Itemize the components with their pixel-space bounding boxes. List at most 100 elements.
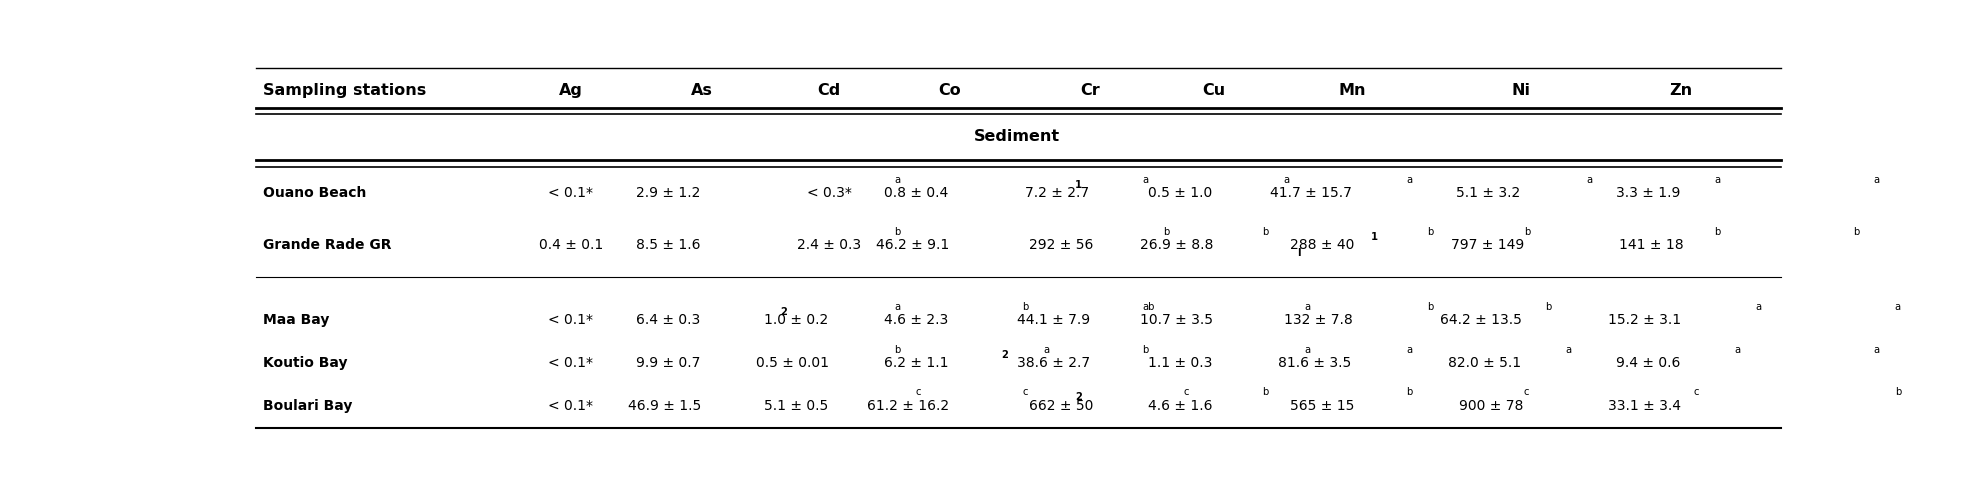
Text: b: b — [1163, 227, 1169, 237]
Text: ab: ab — [1143, 302, 1155, 312]
Text: b: b — [1022, 302, 1028, 312]
Text: 292 ± 56: 292 ± 56 — [1030, 239, 1093, 252]
Text: b: b — [1546, 302, 1551, 312]
Text: b: b — [895, 227, 901, 237]
Text: Maa Bay: Maa Bay — [264, 313, 329, 327]
Text: a: a — [1407, 175, 1413, 185]
Text: 2: 2 — [1002, 350, 1008, 360]
Text: 2.9 ± 1.2: 2.9 ± 1.2 — [637, 186, 700, 200]
Text: Mn: Mn — [1339, 83, 1365, 98]
Text: a: a — [1284, 175, 1290, 185]
Text: c: c — [1184, 387, 1188, 398]
Text: b: b — [1895, 387, 1901, 398]
Text: a: a — [1303, 302, 1311, 312]
Text: a: a — [1143, 175, 1149, 185]
Text: 1: 1 — [1371, 232, 1377, 242]
Text: 900 ± 78: 900 ± 78 — [1460, 399, 1524, 413]
Text: 3.3 ± 1.9: 3.3 ± 1.9 — [1615, 186, 1680, 200]
Text: Ouano Beach: Ouano Beach — [264, 186, 367, 200]
Text: Co: Co — [938, 83, 960, 98]
Text: Grande Rade GR: Grande Rade GR — [264, 239, 393, 252]
Text: Sampling stations: Sampling stations — [264, 83, 427, 98]
Text: a: a — [1587, 175, 1593, 185]
Text: b: b — [1262, 387, 1268, 398]
Text: 2: 2 — [1075, 392, 1081, 402]
Text: a: a — [1044, 345, 1050, 355]
Text: 8.5 ± 1.6: 8.5 ± 1.6 — [637, 239, 700, 252]
Text: 5.1 ± 3.2: 5.1 ± 3.2 — [1456, 186, 1520, 200]
Text: a: a — [1873, 175, 1881, 185]
Text: 1: 1 — [1075, 180, 1083, 190]
Text: a: a — [1407, 345, 1413, 355]
Text: 1.1 ± 0.3: 1.1 ± 0.3 — [1149, 356, 1212, 370]
Text: b: b — [1714, 227, 1720, 237]
Text: 132 ± 7.8: 132 ± 7.8 — [1284, 313, 1353, 327]
Text: 10.7 ± 3.5: 10.7 ± 3.5 — [1141, 313, 1212, 327]
Text: 44.1 ± 7.9: 44.1 ± 7.9 — [1018, 313, 1091, 327]
Text: b: b — [1853, 227, 1859, 237]
Text: 82.0 ± 5.1: 82.0 ± 5.1 — [1448, 356, 1522, 370]
Text: 6.4 ± 0.3: 6.4 ± 0.3 — [637, 313, 700, 327]
Text: b: b — [895, 345, 901, 355]
Text: 26.9 ± 8.8: 26.9 ± 8.8 — [1141, 239, 1214, 252]
Text: b: b — [1426, 227, 1434, 237]
Text: 6.2 ± 1.1: 6.2 ± 1.1 — [883, 356, 948, 370]
Text: Ag: Ag — [559, 83, 583, 98]
Text: Zn: Zn — [1669, 83, 1692, 98]
Text: a: a — [1714, 175, 1720, 185]
Text: 0.5 ± 1.0: 0.5 ± 1.0 — [1149, 186, 1212, 200]
Text: a: a — [895, 175, 901, 185]
Text: Boulari Bay: Boulari Bay — [264, 399, 353, 413]
Text: a: a — [1734, 345, 1742, 355]
Text: 61.2 ± 16.2: 61.2 ± 16.2 — [867, 399, 950, 413]
Text: I: I — [1298, 248, 1300, 258]
Text: c: c — [1524, 387, 1530, 398]
Text: b: b — [1262, 227, 1268, 237]
Text: 797 ± 149: 797 ± 149 — [1450, 239, 1524, 252]
Text: Cd: Cd — [817, 83, 841, 98]
Text: 9.4 ± 0.6: 9.4 ± 0.6 — [1615, 356, 1680, 370]
Text: b: b — [1143, 345, 1149, 355]
Text: < 0.3*: < 0.3* — [807, 186, 851, 200]
Text: 15.2 ± 3.1: 15.2 ± 3.1 — [1607, 313, 1680, 327]
Text: Cu: Cu — [1202, 83, 1226, 98]
Text: < 0.1*: < 0.1* — [548, 399, 593, 413]
Text: b: b — [1426, 302, 1434, 312]
Text: 64.2 ± 13.5: 64.2 ± 13.5 — [1440, 313, 1522, 327]
Text: 0.8 ± 0.4: 0.8 ± 0.4 — [883, 186, 948, 200]
Text: < 0.1*: < 0.1* — [548, 313, 593, 327]
Text: < 0.1*: < 0.1* — [548, 186, 593, 200]
Text: 662 ± 50: 662 ± 50 — [1030, 399, 1093, 413]
Text: 565 ± 15: 565 ± 15 — [1290, 399, 1355, 413]
Text: 46.9 ± 1.5: 46.9 ± 1.5 — [629, 399, 700, 413]
Text: 38.6 ± 2.7: 38.6 ± 2.7 — [1018, 356, 1091, 370]
Text: 7.2 ± 2.7: 7.2 ± 2.7 — [1026, 186, 1089, 200]
Text: a: a — [1756, 302, 1762, 312]
Text: 33.1 ± 3.4: 33.1 ± 3.4 — [1607, 399, 1680, 413]
Text: 2.4 ± 0.3: 2.4 ± 0.3 — [798, 239, 861, 252]
Text: 0.5 ± 0.01: 0.5 ± 0.01 — [756, 356, 829, 370]
Text: 9.9 ± 0.7: 9.9 ± 0.7 — [637, 356, 700, 370]
Text: 4.6 ± 2.3: 4.6 ± 2.3 — [883, 313, 948, 327]
Text: 41.7 ± 15.7: 41.7 ± 15.7 — [1270, 186, 1353, 200]
Text: 141 ± 18: 141 ± 18 — [1619, 239, 1684, 252]
Text: As: As — [690, 83, 712, 98]
Text: c: c — [1692, 387, 1698, 398]
Text: 0.4 ± 0.1: 0.4 ± 0.1 — [540, 239, 603, 252]
Text: 4.6 ± 1.6: 4.6 ± 1.6 — [1149, 399, 1212, 413]
Text: Ni: Ni — [1512, 83, 1530, 98]
Text: b: b — [1407, 387, 1413, 398]
Text: Sediment: Sediment — [974, 129, 1059, 144]
Text: Koutio Bay: Koutio Bay — [264, 356, 347, 370]
Text: 5.1 ± 0.5: 5.1 ± 0.5 — [764, 399, 827, 413]
Text: 2: 2 — [780, 307, 788, 317]
Text: a: a — [1895, 302, 1901, 312]
Text: 1.0 ± 0.2: 1.0 ± 0.2 — [764, 313, 827, 327]
Text: a: a — [895, 302, 901, 312]
Text: a: a — [1303, 345, 1311, 355]
Text: 46.2 ± 9.1: 46.2 ± 9.1 — [875, 239, 948, 252]
Text: c: c — [915, 387, 921, 398]
Text: 81.6 ± 3.5: 81.6 ± 3.5 — [1278, 356, 1351, 370]
Text: < 0.1*: < 0.1* — [548, 356, 593, 370]
Text: 288 ± 40: 288 ± 40 — [1290, 239, 1355, 252]
